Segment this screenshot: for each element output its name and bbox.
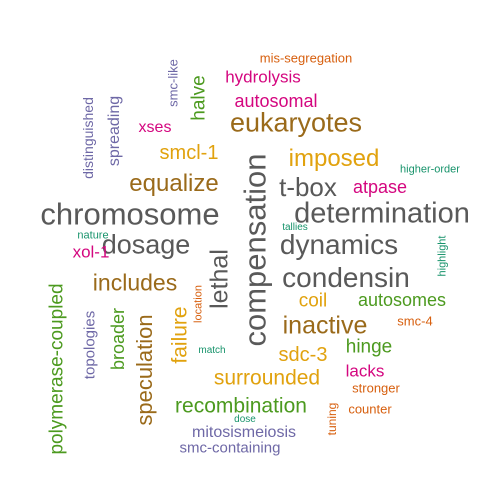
word-dosage: dosage (101, 229, 191, 260)
word-chromosome: chromosome (40, 196, 220, 232)
word-tuning: tuning (325, 402, 339, 436)
word-stronger: stronger (352, 380, 400, 396)
word-dose: dose (234, 414, 256, 425)
word-xses: xses (138, 119, 172, 136)
word-nature: nature (77, 229, 109, 242)
word-smc-like: smc-like (165, 59, 181, 107)
word-lacks: lacks (345, 361, 385, 381)
word-counter: counter (348, 401, 392, 417)
word-higher-order: higher-order (400, 163, 460, 176)
word-determination: determination (294, 197, 470, 230)
word-polymerase-coupled: polymerase-coupled (46, 283, 68, 455)
word-surrounded: surrounded (213, 366, 321, 390)
word-condensin: condensin (282, 262, 410, 293)
word-coil: coil (298, 290, 328, 312)
word-autosomes: autosomes (357, 290, 447, 310)
word-highlight: highlight (436, 235, 449, 277)
word-eukaryotes: eukaryotes (229, 107, 363, 138)
word-topologies: topologies (81, 310, 99, 380)
word-atpase: atpase (352, 177, 408, 197)
word-location: location (192, 285, 205, 323)
word-sdc-3: sdc-3 (278, 344, 328, 366)
word-halve: halve (188, 75, 210, 121)
word-compensation: compensation (237, 153, 273, 347)
word-t-box: t-box (279, 172, 337, 202)
word-autosomal: autosomal (234, 91, 318, 111)
word-speculation: speculation (132, 314, 157, 426)
word-match: match (198, 345, 226, 356)
word-distinguished: distinguished (80, 97, 96, 179)
word-xol-1: xol-1 (72, 242, 110, 262)
word-dynamics: dynamics (279, 229, 399, 260)
word-broader: broader (108, 307, 128, 371)
word-tallies: tallies (282, 222, 308, 233)
word-smc-containing: smc-containing (179, 439, 281, 457)
word-inactive: inactive (282, 311, 368, 340)
word-mitosismeiosis: mitosismeiosis (191, 424, 297, 441)
word-hinge: hinge (345, 336, 393, 358)
word-spreading: spreading (106, 95, 123, 167)
word-failure: failure (168, 306, 192, 364)
word-smc-4: smc-4 (397, 313, 433, 329)
word-includes: includes (92, 269, 178, 296)
word-equalize: equalize (129, 170, 219, 197)
word-lethal: lethal (205, 249, 234, 309)
word-smcl-1: smcl-1 (159, 142, 219, 164)
word-mis-segregation: mis-segregation (259, 50, 353, 66)
word-imposed: imposed (288, 145, 380, 172)
word-recombination: recombination (175, 394, 307, 418)
word-hydrolysis: hydrolysis (225, 67, 301, 87)
